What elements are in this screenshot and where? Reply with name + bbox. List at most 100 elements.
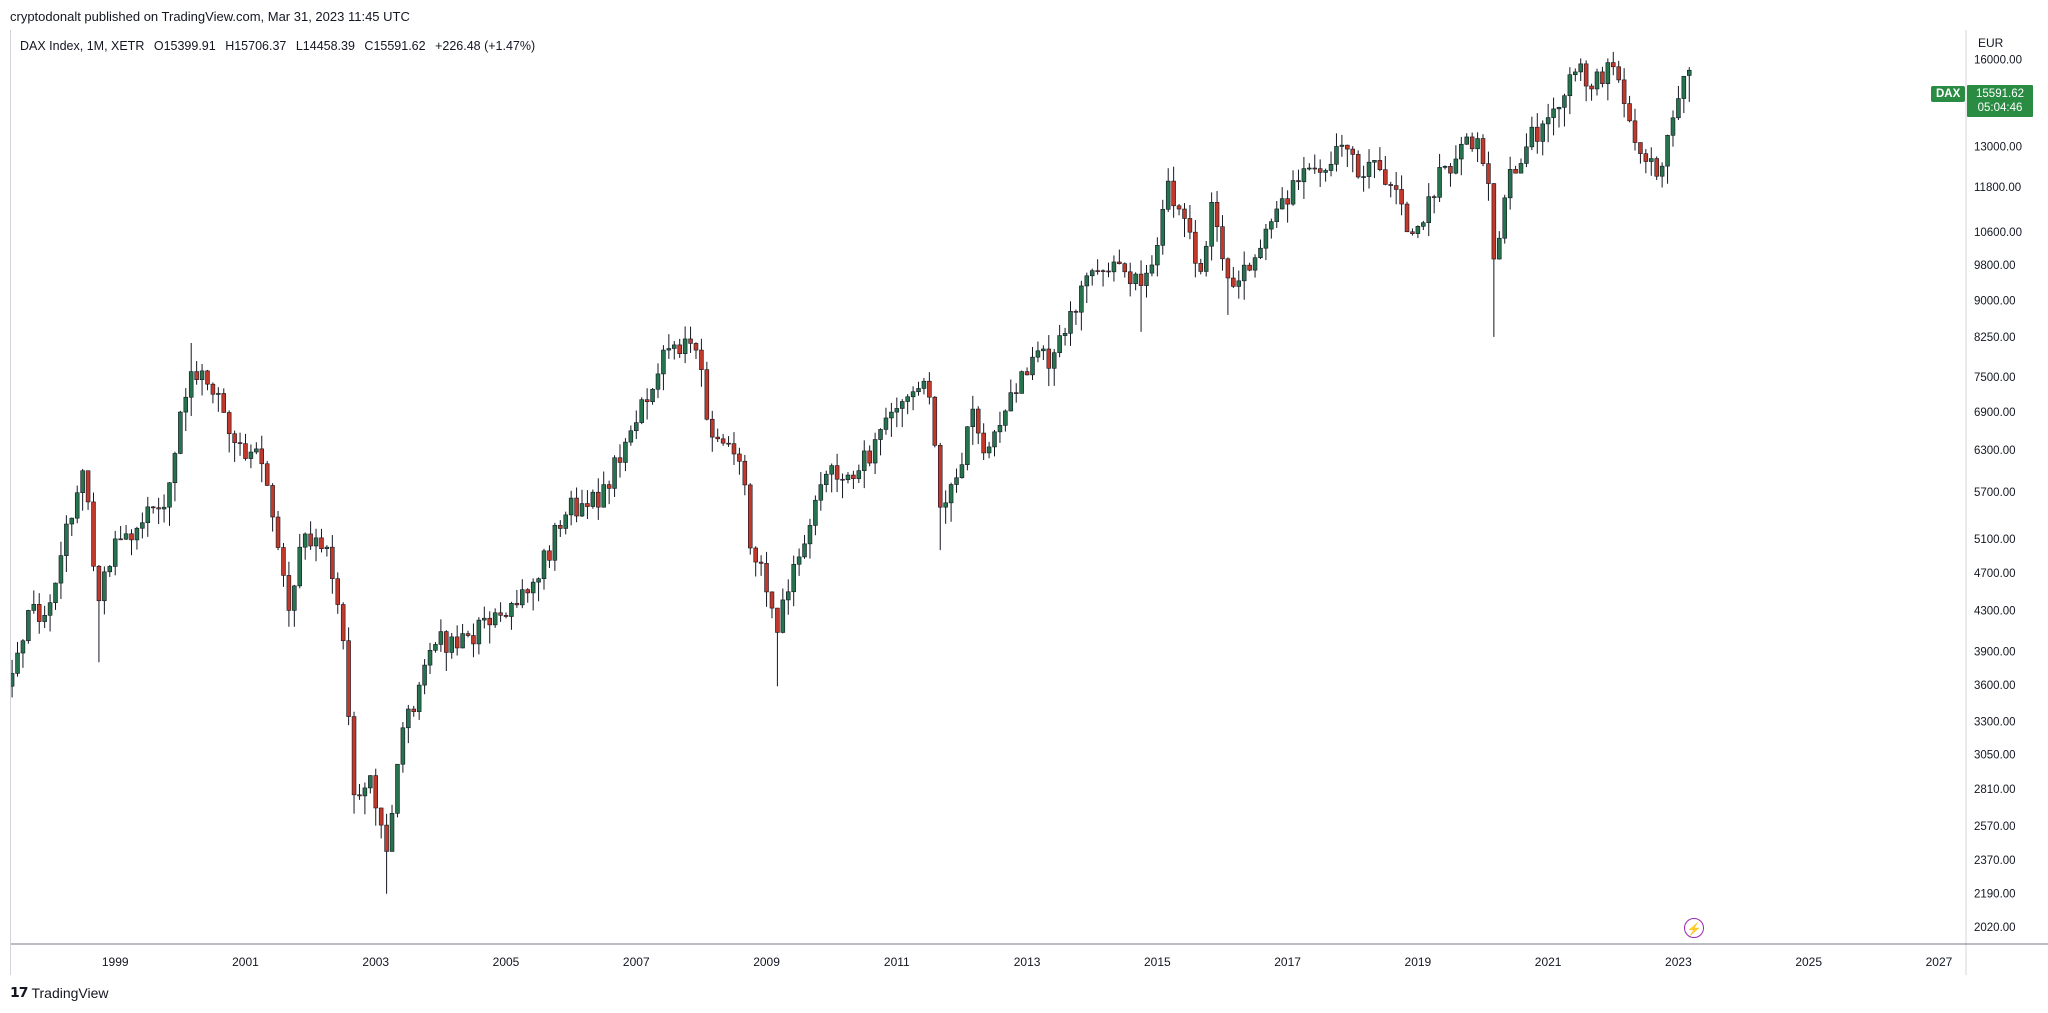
tradingview-brand[interactable]: 𝟭𝟳 TradingView bbox=[10, 984, 109, 1001]
candle-body[interactable] bbox=[1133, 273, 1138, 285]
candle-body[interactable] bbox=[677, 344, 682, 354]
chart-area[interactable]: 16000.0014500.0013000.0011800.0010600.00… bbox=[10, 30, 2048, 975]
candle-body[interactable] bbox=[1274, 208, 1280, 222]
candle-body[interactable] bbox=[823, 473, 829, 485]
candle-body[interactable] bbox=[1518, 163, 1524, 174]
candle-body[interactable] bbox=[1339, 144, 1345, 147]
candle-body[interactable] bbox=[368, 775, 373, 789]
candle-body[interactable] bbox=[530, 581, 536, 594]
candle-body[interactable] bbox=[1051, 352, 1057, 369]
candle-body[interactable] bbox=[96, 565, 102, 602]
y-tick-label[interactable]: 3050.00 bbox=[1974, 749, 2016, 761]
candle-body[interactable] bbox=[601, 484, 606, 508]
candle-body[interactable] bbox=[1165, 180, 1171, 210]
candle-body[interactable] bbox=[53, 582, 58, 604]
candle-body[interactable] bbox=[1497, 237, 1502, 260]
candle-body[interactable] bbox=[1502, 197, 1507, 239]
candle-body[interactable] bbox=[1393, 185, 1399, 190]
candle-body[interactable] bbox=[1556, 107, 1562, 110]
candle-body[interactable] bbox=[1459, 143, 1464, 160]
candle-body[interactable] bbox=[742, 460, 748, 486]
candle-body[interactable] bbox=[737, 453, 742, 462]
candle-body[interactable] bbox=[666, 348, 672, 351]
x-tick-label[interactable]: 2001 bbox=[232, 955, 259, 969]
candle-body[interactable] bbox=[845, 474, 851, 481]
candle-body[interactable] bbox=[1567, 74, 1573, 97]
candle-body[interactable] bbox=[150, 506, 156, 509]
candle-body[interactable] bbox=[536, 578, 541, 583]
y-tick-label[interactable]: 13000.00 bbox=[1974, 141, 2022, 153]
candle-body[interactable] bbox=[1323, 170, 1328, 173]
candle-body[interactable] bbox=[1035, 350, 1041, 358]
candle-body[interactable] bbox=[167, 482, 172, 508]
candle-body[interactable] bbox=[661, 349, 666, 375]
candle-body[interactable] bbox=[1279, 198, 1285, 210]
candle-body[interactable] bbox=[1263, 228, 1269, 249]
candle-body[interactable] bbox=[606, 484, 612, 489]
candle-body[interactable] bbox=[1638, 142, 1643, 154]
candle-body[interactable] bbox=[1372, 160, 1377, 163]
candle-body[interactable] bbox=[1431, 196, 1437, 198]
candle-body[interactable] bbox=[1366, 161, 1372, 177]
candle-body[interactable] bbox=[715, 436, 720, 440]
candle-body[interactable] bbox=[330, 546, 335, 579]
candle-body[interactable] bbox=[1486, 163, 1491, 184]
x-tick-label[interactable]: 2023 bbox=[1665, 955, 1692, 969]
candle-body[interactable] bbox=[525, 589, 530, 594]
candle-body[interactable] bbox=[596, 491, 601, 508]
candle-body[interactable] bbox=[590, 491, 596, 507]
candle-body[interactable] bbox=[1252, 257, 1258, 271]
candle-body[interactable] bbox=[1562, 95, 1567, 108]
candle-body[interactable] bbox=[764, 563, 769, 593]
candle-body[interactable] bbox=[20, 640, 26, 654]
candle-body[interactable] bbox=[1247, 264, 1252, 271]
y-tick-label[interactable]: 2810.00 bbox=[1974, 784, 2016, 796]
candle-body[interactable] bbox=[64, 523, 69, 556]
candle-body[interactable] bbox=[639, 399, 644, 423]
candle-body[interactable] bbox=[1149, 264, 1155, 274]
candle-body[interactable] bbox=[210, 383, 216, 395]
candle-body[interactable] bbox=[254, 448, 259, 453]
candle-body[interactable] bbox=[1589, 85, 1594, 90]
candle-body[interactable] bbox=[492, 612, 498, 626]
candle-body[interactable] bbox=[15, 652, 20, 674]
candle-body[interactable] bbox=[351, 716, 357, 796]
candle-body[interactable] bbox=[243, 443, 248, 459]
candle-body[interactable] bbox=[1627, 103, 1632, 122]
candle-body[interactable] bbox=[634, 422, 639, 432]
candle-body[interactable] bbox=[1334, 146, 1339, 165]
candle-body[interactable] bbox=[237, 442, 243, 444]
candle-body[interactable] bbox=[943, 502, 948, 508]
candle-body[interactable] bbox=[585, 503, 590, 507]
candle-body[interactable] bbox=[1328, 163, 1334, 171]
candle-body[interactable] bbox=[1057, 335, 1062, 354]
candle-body[interactable] bbox=[916, 388, 921, 393]
candle-body[interactable] bbox=[444, 631, 449, 653]
candle-body[interactable] bbox=[1480, 138, 1486, 164]
candle-body[interactable] bbox=[1220, 226, 1225, 260]
candle-body[interactable] bbox=[91, 501, 96, 567]
candle-body[interactable] bbox=[1171, 180, 1176, 207]
candle-body[interactable] bbox=[1469, 136, 1475, 150]
candle-body[interactable] bbox=[465, 633, 471, 636]
candle-body[interactable] bbox=[357, 794, 362, 797]
candle-body[interactable] bbox=[1013, 392, 1019, 394]
candle-body[interactable] bbox=[861, 450, 867, 472]
candle-body[interactable] bbox=[726, 442, 731, 445]
candle-body[interactable] bbox=[1507, 169, 1513, 199]
candle-body[interactable] bbox=[1193, 231, 1198, 264]
candle-body[interactable] bbox=[780, 599, 786, 633]
candle-body[interactable] bbox=[813, 499, 818, 526]
candle-body[interactable] bbox=[1144, 272, 1149, 286]
candle-body[interactable] bbox=[959, 464, 965, 479]
y-tick-label[interactable]: 3300.00 bbox=[1974, 716, 2016, 728]
x-tick-label[interactable]: 2005 bbox=[493, 955, 520, 969]
candle-body[interactable] bbox=[612, 457, 617, 489]
candle-body[interactable] bbox=[509, 603, 514, 617]
candle-body[interactable] bbox=[1160, 208, 1166, 246]
candle-body[interactable] bbox=[802, 543, 807, 558]
candle-body[interactable] bbox=[1594, 71, 1600, 90]
candle-body[interactable] bbox=[910, 391, 916, 398]
candle-body[interactable] bbox=[574, 497, 579, 517]
candle-body[interactable] bbox=[378, 807, 384, 826]
